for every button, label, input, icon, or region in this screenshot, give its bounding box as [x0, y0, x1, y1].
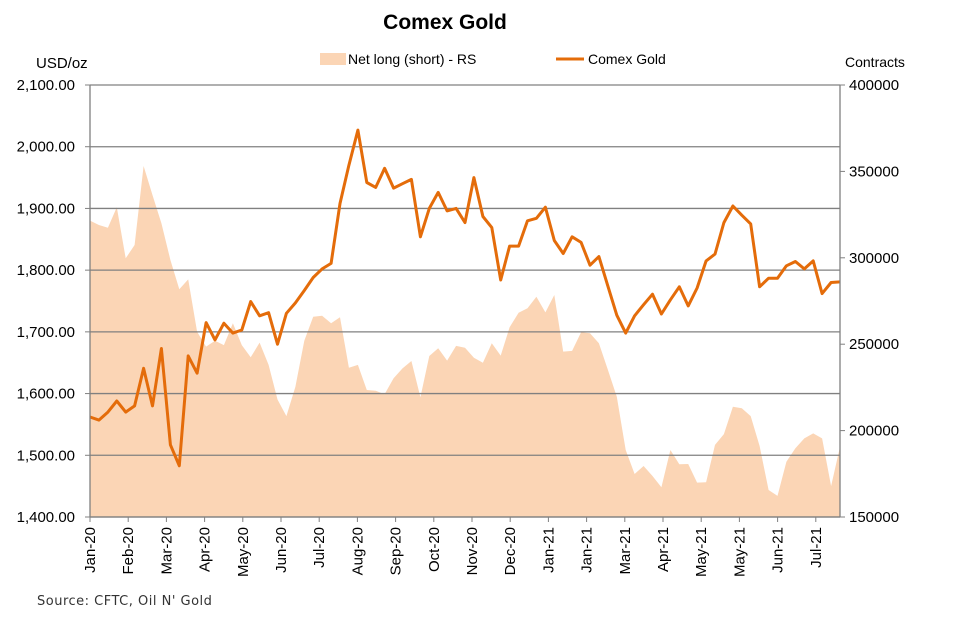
x-tick-label: May-21 [731, 527, 748, 577]
y-tick-label-right: 350000 [849, 163, 899, 180]
y-tick-label-left: 1,400.00 [17, 509, 75, 526]
x-tick-label: Nov-20 [464, 527, 481, 575]
y-tick-label-right: 200000 [849, 423, 899, 440]
x-tick-label: Aug-20 [349, 527, 366, 575]
y-tick-label-left: 1,700.00 [17, 324, 75, 341]
y-tick-label-left: 1,800.00 [17, 262, 75, 279]
x-tick-label: Apr-21 [655, 527, 672, 572]
x-tick-label: Mar-21 [617, 527, 634, 575]
x-tick-label: May-21 [693, 527, 710, 577]
legend-area-swatch [320, 53, 346, 65]
chart-title: Comex Gold [383, 11, 507, 34]
source-note: Source: CFTC, Oil N' Gold [37, 594, 212, 609]
x-tick-label: Sep-20 [388, 527, 405, 575]
x-tick-label: Feb-20 [120, 527, 137, 575]
right-axis-label: Contracts [845, 54, 905, 70]
legend-label-comex-gold: Comex Gold [588, 51, 666, 67]
x-tick-label: Jan-21 [540, 527, 557, 573]
x-tick-label: Dec-20 [502, 527, 519, 575]
legend: Net long (short) - RS Comex Gold [320, 51, 666, 67]
x-tick-label: Jul-20 [311, 527, 328, 568]
y-tick-label-left: 1,500.00 [17, 447, 75, 464]
x-tick-label: Jun-20 [273, 527, 290, 573]
x-tick-label: Jul-21 [808, 527, 825, 568]
x-tick-label: May-20 [235, 527, 252, 577]
legend-label-net-long: Net long (short) - RS [348, 51, 476, 67]
y-tick-label-right: 250000 [849, 336, 899, 353]
left-axis-label: USD/oz [36, 55, 88, 72]
y-tick-label-right: 150000 [849, 509, 899, 526]
y-tick-label-left: 2,000.00 [17, 139, 75, 156]
x-tick-label: Jan-20 [82, 527, 99, 573]
y-tick-label-left: 1,600.00 [17, 386, 75, 403]
y-tick-label-left: 2,100.00 [17, 77, 75, 94]
y-tick-label-left: 1,900.00 [17, 200, 75, 217]
x-tick-label: Jan-21 [579, 527, 596, 573]
x-tick-label: Oct-20 [426, 527, 443, 572]
net-long-area [90, 166, 840, 517]
y-tick-label-right: 400000 [849, 77, 899, 94]
x-tick-label: Apr-20 [197, 527, 214, 572]
x-tick-label: Mar-20 [158, 527, 175, 575]
comex-gold-line [89, 128, 841, 468]
y-tick-label-right: 300000 [849, 250, 899, 267]
x-tick-label: Jun-21 [770, 527, 787, 573]
